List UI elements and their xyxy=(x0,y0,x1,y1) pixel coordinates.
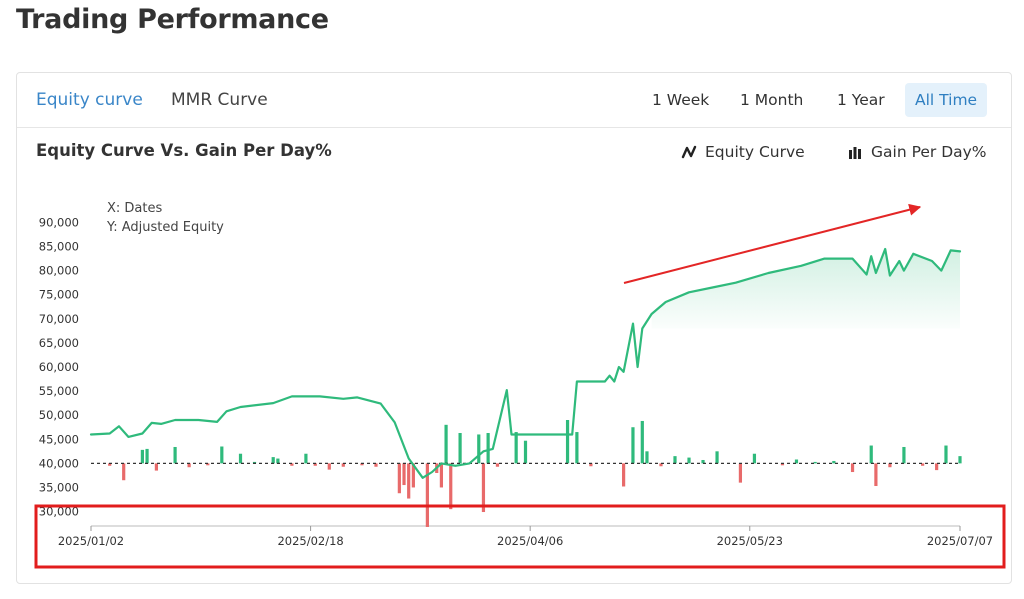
card-header: Equity curve MMR Curve 1 Week 1 Month 1 … xyxy=(17,73,1011,128)
page-title: Trading Performance xyxy=(16,4,329,35)
legend-gain-per-day-label: Gain Per Day% xyxy=(871,143,987,161)
tab-equity-curve[interactable]: Equity curve xyxy=(36,90,143,110)
range-all-time-button[interactable]: All Time xyxy=(905,83,988,117)
performance-card: Equity curve MMR Curve 1 Week 1 Month 1 … xyxy=(16,72,1012,584)
legend-equity-curve[interactable]: Equity Curve xyxy=(681,143,805,161)
chart-title: Equity Curve Vs. Gain Per Day% xyxy=(36,141,332,160)
range-1-week-button[interactable]: 1 Week xyxy=(652,91,710,109)
legend-equity-curve-label: Equity Curve xyxy=(705,143,805,161)
line-chart-icon xyxy=(681,145,697,159)
range-1-year-button[interactable]: 1 Year xyxy=(837,91,885,109)
legend-gain-per-day[interactable]: Gain Per Day% xyxy=(847,143,987,161)
tab-mmr-curve[interactable]: MMR Curve xyxy=(171,90,268,110)
range-1-month-button[interactable]: 1 Month xyxy=(740,91,804,109)
bar-chart-icon xyxy=(849,147,861,159)
